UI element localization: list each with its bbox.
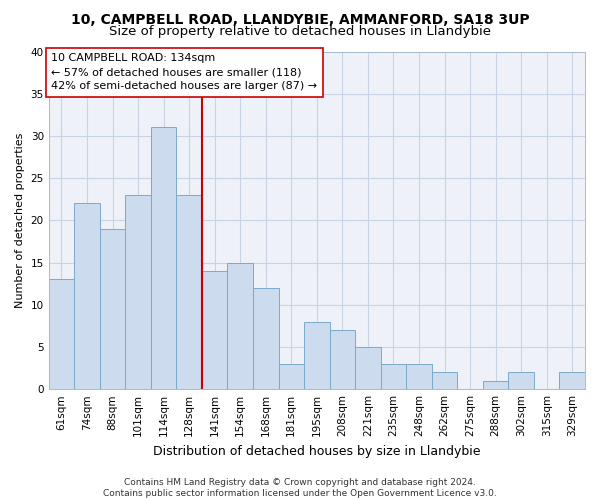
Text: Size of property relative to detached houses in Llandybie: Size of property relative to detached ho… [109, 25, 491, 38]
Bar [304, 322, 329, 389]
Bar [227, 262, 253, 389]
Bar [559, 372, 585, 389]
Bar [100, 229, 125, 389]
Bar [253, 288, 278, 389]
Bar [74, 204, 100, 389]
Bar [380, 364, 406, 389]
Text: 10 CAMPBELL ROAD: 134sqm
← 57% of detached houses are smaller (118)
42% of semi-: 10 CAMPBELL ROAD: 134sqm ← 57% of detach… [52, 53, 317, 91]
Bar [483, 380, 508, 389]
Bar [329, 330, 355, 389]
Bar [49, 280, 74, 389]
Bar [508, 372, 534, 389]
Bar [151, 128, 176, 389]
Bar [202, 271, 227, 389]
Bar [278, 364, 304, 389]
Bar [176, 195, 202, 389]
Text: 10, CAMPBELL ROAD, LLANDYBIE, AMMANFORD, SA18 3UP: 10, CAMPBELL ROAD, LLANDYBIE, AMMANFORD,… [71, 12, 529, 26]
Bar [406, 364, 432, 389]
Y-axis label: Number of detached properties: Number of detached properties [15, 132, 25, 308]
Bar [432, 372, 457, 389]
Bar [355, 347, 380, 389]
Bar [125, 195, 151, 389]
Text: Contains HM Land Registry data © Crown copyright and database right 2024.
Contai: Contains HM Land Registry data © Crown c… [103, 478, 497, 498]
X-axis label: Distribution of detached houses by size in Llandybie: Distribution of detached houses by size … [153, 444, 481, 458]
